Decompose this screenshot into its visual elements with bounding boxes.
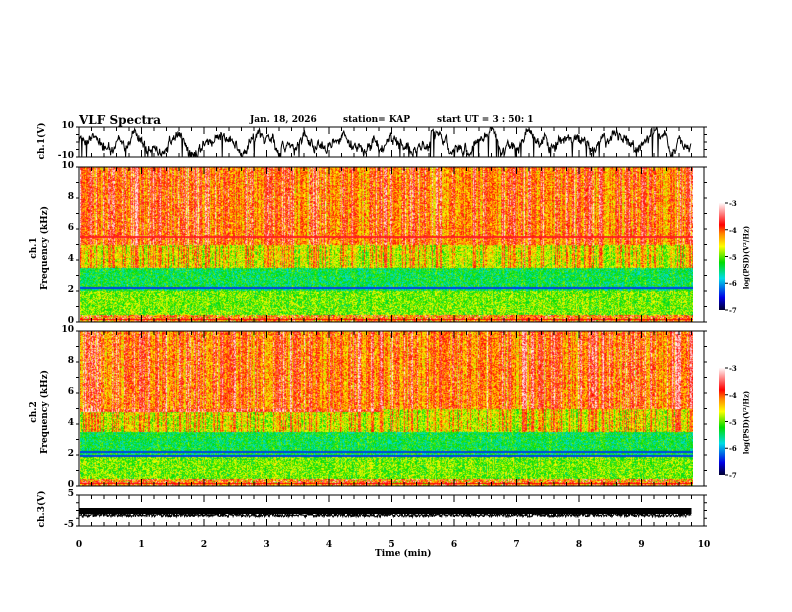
ch3-waveform-band xyxy=(79,508,692,514)
colorbar-tick-label: -5 xyxy=(729,417,737,427)
y-tick-label: 10 xyxy=(61,161,74,171)
x-tick-label-2: 2 xyxy=(200,540,208,550)
y-tick-label: 10 xyxy=(61,325,74,335)
y-tick-label: -5 xyxy=(64,520,74,530)
ch3-waveform-line xyxy=(78,511,692,519)
y-tick-label: 5 xyxy=(67,489,74,499)
ch1-spectrogram-panel-frame xyxy=(78,166,705,323)
date-label: Jan. 18, 2026 xyxy=(250,115,317,125)
x-tick-label-4: 4 xyxy=(325,540,333,550)
y-tick-label: 8 xyxy=(67,192,74,202)
y-tick-label: 6 xyxy=(67,223,74,233)
y-tick-label: 4 xyxy=(67,418,74,428)
station-label: station= KAP xyxy=(343,115,411,125)
ch1-colorbar xyxy=(719,203,725,310)
y-tick-label: 0 xyxy=(67,316,74,326)
x-tick-label-8: 8 xyxy=(575,540,583,550)
y-tick-label: 8 xyxy=(67,356,74,366)
colorbar-tick-label: -5 xyxy=(729,252,737,262)
colorbar-tick-label: -7 xyxy=(729,306,737,315)
colorbar-tick-label: -4 xyxy=(729,225,737,235)
y-tick-label: 2 xyxy=(67,285,74,295)
y-tick-label: 10 xyxy=(61,121,74,131)
x-tick-label-9: 9 xyxy=(638,540,645,550)
colorbar-tick-label: -7 xyxy=(729,471,737,480)
colorbar-tick-label: -4 xyxy=(729,390,737,400)
x-tick-label-6: 6 xyxy=(450,540,458,550)
x-tick-label-10: 10 xyxy=(697,540,711,550)
start-time-label: start UT = 3 : 50: 1 xyxy=(437,115,534,125)
x-tick-label-0: 0 xyxy=(75,540,83,550)
y-tick-label: 6 xyxy=(67,387,74,397)
figure-title: VLF Spectra xyxy=(79,113,162,127)
ch1-spectrogram xyxy=(80,167,693,322)
y-tick-label: -10 xyxy=(57,151,74,161)
ch2-colorbar xyxy=(719,368,725,475)
colorbar-tick-label: -3 xyxy=(729,364,737,373)
x-tick-label-5: 5 xyxy=(388,540,395,550)
colorbar-tick-label: -6 xyxy=(729,279,737,289)
ch2-colorbar-label: log(PSD)(V²/Hz) xyxy=(741,390,751,455)
x-tick-label-7: 7 xyxy=(513,540,520,550)
x-tick-label-3: 3 xyxy=(263,540,270,550)
colorbar-tick-label: -3 xyxy=(729,199,737,208)
ch2-spectrogram-panel-frame xyxy=(78,330,705,487)
y-tick-label: 2 xyxy=(67,449,74,459)
colorbar-tick-label: -6 xyxy=(729,444,737,454)
y-tick-label: 4 xyxy=(67,254,74,264)
x-axis-label: Time (min) xyxy=(375,549,432,559)
ch1-colorbar-label: log(PSD)(V²/Hz) xyxy=(741,225,751,290)
ch2-spectrogram xyxy=(80,331,693,486)
x-tick-label-1: 1 xyxy=(138,540,145,550)
y-tick-label: 0 xyxy=(67,480,74,490)
ch1-waveform-line xyxy=(78,126,692,159)
